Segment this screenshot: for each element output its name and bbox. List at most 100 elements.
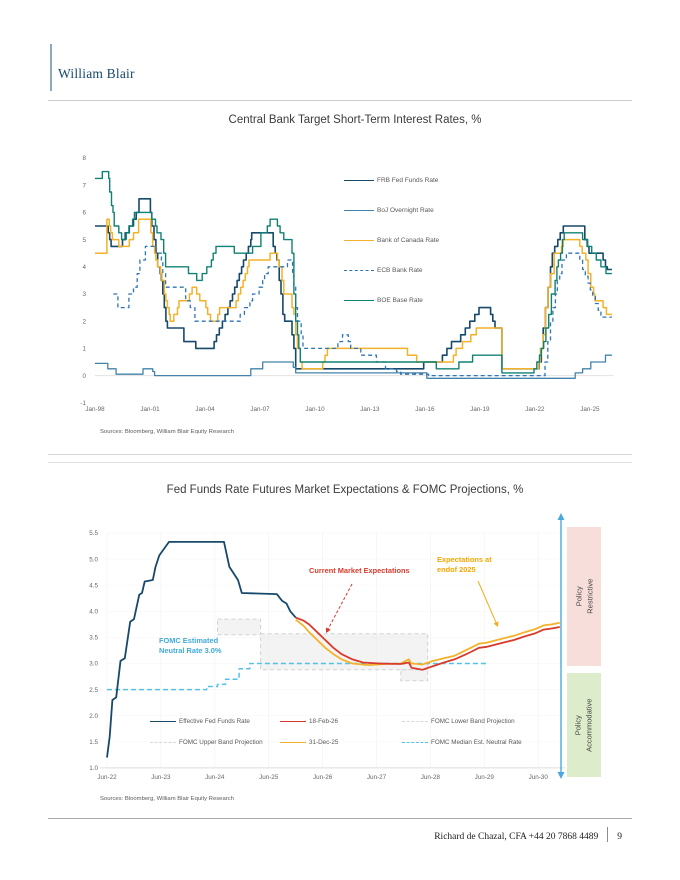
svg-text:Jun-27: Jun-27 <box>367 774 387 781</box>
svg-text:4.5: 4.5 <box>89 582 98 589</box>
legend-swatch <box>344 299 374 301</box>
svg-text:0: 0 <box>82 373 86 380</box>
fed-futures-plot: 5.5 5.0 4.5 4.0 3.5 3.0 2.5 2.0 1.5 1.0 Jun-22 Jun-… <box>89 530 566 781</box>
annotation-fomc-neutral-rate: FOMC Estimated Neutral Rate 3.0% <box>159 636 221 657</box>
svg-text:Jun-22: Jun-22 <box>97 774 117 781</box>
svg-text:2.5: 2.5 <box>89 687 98 694</box>
section-divider-2 <box>48 462 632 463</box>
svg-text:3.5: 3.5 <box>89 635 98 642</box>
svg-text:Jan-25: Jan-25 <box>580 406 600 413</box>
policy-label-line: Policy <box>573 586 583 607</box>
svg-text:Jun-23: Jun-23 <box>151 774 171 781</box>
footer: Richard de Chazal, CFA +44 20 7868 4489 9 <box>0 827 622 842</box>
legend-item: Effective Fed Funds Rate <box>150 716 280 726</box>
annotation-line: FOMC Estimated <box>159 636 219 645</box>
policy-restrictive-label: Policy Restrictive <box>573 579 596 614</box>
source-note-fed-futures: Sources: Bloomberg, William Blair Equity… <box>100 796 234 802</box>
svg-text:1.5: 1.5 <box>89 739 98 746</box>
legend-label: FOMC Upper Band Projection <box>179 738 263 746</box>
annotation-expectations-end-2025: Expectations at endof 2025 <box>437 555 492 576</box>
svg-text:Jan-13: Jan-13 <box>360 406 380 413</box>
legend-swatch <box>150 741 176 743</box>
footer-separator <box>607 827 609 842</box>
section-divider-1 <box>48 454 632 455</box>
svg-text:5.5: 5.5 <box>89 530 98 537</box>
svg-text:7: 7 <box>82 182 86 189</box>
policy-accommodative-band: Policy Accommodative <box>567 673 601 777</box>
legend-label: 31-Dec-25 <box>309 738 339 746</box>
svg-text:4: 4 <box>82 264 86 271</box>
legend-item: 31-Dec-25 <box>280 737 402 747</box>
svg-text:5.0: 5.0 <box>89 556 98 563</box>
svg-text:1: 1 <box>82 346 86 353</box>
legend-swatch <box>280 720 306 722</box>
legend-item: BoJ Overnight Rate <box>344 203 439 217</box>
brand-logo: William Blair <box>58 66 135 81</box>
svg-text:1.0: 1.0 <box>89 765 98 772</box>
chart-title-fed-futures: Fed Funds Rate Futures Market Expectatio… <box>166 484 524 496</box>
svg-text:Jan-04: Jan-04 <box>195 406 215 413</box>
svg-text:Jun-25: Jun-25 <box>259 774 279 781</box>
legend-label: BoJ Overnight Rate <box>377 206 434 214</box>
footer-divider <box>48 818 632 819</box>
policy-restrictive-band: Policy Restrictive <box>567 527 601 666</box>
legend-item: FOMC Lower Band Projection <box>402 716 580 726</box>
svg-text:Jan-16: Jan-16 <box>415 406 435 413</box>
brand-accent-bar <box>50 44 52 91</box>
svg-text:Jan-19: Jan-19 <box>470 406 490 413</box>
legend-swatch <box>402 741 428 743</box>
fed-futures-legend: Effective Fed Funds Rate 18-Feb-26 FOMC Lo… <box>150 716 580 747</box>
footer-author: Richard de Chazal, CFA +44 20 7868 4489 <box>434 832 599 842</box>
legend-item: FRB Fed Funds Rate <box>344 173 439 187</box>
legend-swatch <box>344 179 374 181</box>
legend-item: BOE Base Rate <box>344 293 439 307</box>
legend-item: ECB Bank Rate <box>344 263 439 277</box>
svg-text:Jun-30: Jun-30 <box>529 774 549 781</box>
legend-label: FOMC Lower Band Projection <box>431 717 515 725</box>
svg-text:3: 3 <box>82 291 86 298</box>
policy-label-line: Restrictive <box>585 578 595 615</box>
legend-item: FOMC Median Est. Neutral Rate <box>402 737 580 747</box>
legend-item: 18-Feb-26 <box>280 716 402 726</box>
svg-text:Jan-10: Jan-10 <box>305 406 325 413</box>
svg-text:2.0: 2.0 <box>89 713 98 720</box>
legend-label: Effective Fed Funds Rate <box>179 717 250 725</box>
legend-swatch <box>344 269 374 271</box>
header-divider <box>48 100 632 101</box>
legend-swatch <box>150 720 176 722</box>
svg-text:Jun-24: Jun-24 <box>205 774 225 781</box>
page-number: 9 <box>617 832 622 842</box>
annotation-line: Expectations at <box>437 555 492 564</box>
legend-label: Bank of Canada Rate <box>377 236 440 244</box>
policy-label-line: Accommodative <box>585 698 595 752</box>
svg-text:Jun-26: Jun-26 <box>313 774 333 781</box>
svg-text:4.0: 4.0 <box>89 609 98 616</box>
legend-label: 18-Feb-26 <box>309 717 339 725</box>
source-note-central-bank-rates: Sources: Bloomberg, William Blair Equity… <box>100 429 234 435</box>
legend-swatch <box>344 239 374 241</box>
svg-text:Jan-22: Jan-22 <box>525 406 545 413</box>
legend-swatch <box>402 720 428 722</box>
annotation-line: endof 2025 <box>437 565 476 575</box>
chart-title-central-bank-rates: Central Bank Target Short-Term Interest … <box>228 114 482 126</box>
legend-label: ECB Bank Rate <box>377 266 423 274</box>
legend-swatch <box>344 209 374 211</box>
svg-text:6: 6 <box>82 210 86 217</box>
annotation-line: Neutral Rate 3.0% <box>159 646 222 656</box>
annotation-current-market-expectations: Current Market Expectations <box>309 566 410 575</box>
central-bank-rates-legend: FRB Fed Funds Rate BoJ Overnight Rate Bank… <box>344 173 439 323</box>
policy-range-arrow <box>557 513 565 779</box>
svg-text:Jan-07: Jan-07 <box>250 406 270 413</box>
legend-label: FOMC Median Est. Neutral Rate <box>431 738 522 746</box>
svg-text:Jun-28: Jun-28 <box>421 774 441 781</box>
legend-item: Bank of Canada Rate <box>344 233 439 247</box>
svg-text:Jan-01: Jan-01 <box>140 406 160 413</box>
legend-label: FRB Fed Funds Rate <box>377 176 439 184</box>
svg-text:3.0: 3.0 <box>89 661 98 668</box>
svg-text:5: 5 <box>82 237 86 244</box>
svg-text:Jan-98: Jan-98 <box>85 406 105 413</box>
legend-swatch <box>280 741 306 743</box>
svg-text:Jun-29: Jun-29 <box>475 774 495 781</box>
